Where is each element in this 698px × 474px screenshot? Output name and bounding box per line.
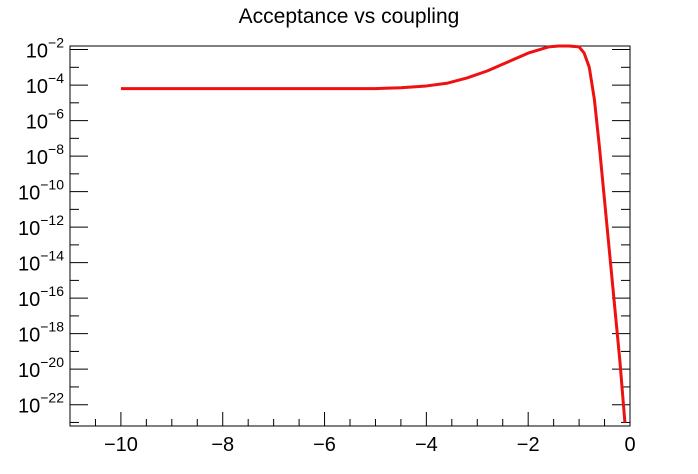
series-line <box>120 44 627 423</box>
y-tick-label: 10−18 <box>18 319 64 347</box>
y-tick-label: 10−8 <box>26 141 64 169</box>
x-tick-label: 0 <box>624 434 635 456</box>
plot-frame <box>69 45 631 427</box>
x-axis: −10 −8 −6 −4 −2 0 <box>69 412 636 456</box>
y-tick-label: 10−10 <box>18 177 64 205</box>
x-tick-label: −8 <box>211 434 234 456</box>
y-tick-label: 10−16 <box>18 283 64 311</box>
y-tick-label: 10−14 <box>18 248 64 276</box>
series-layer <box>120 44 627 423</box>
x-tick-label: −4 <box>415 434 438 456</box>
chart-title: Acceptance vs coupling <box>239 5 460 28</box>
x-tick-label: −6 <box>313 434 336 456</box>
x-tick-label: −2 <box>517 434 540 456</box>
y-tick-label: 10−6 <box>26 106 64 134</box>
x-tick-label: −10 <box>104 434 138 456</box>
y-tick-label: 10−2 <box>26 35 64 63</box>
y-tick-label: 10−22 <box>18 390 64 418</box>
y-axis: 10−2 10−4 10−6 10−8 10−10 10−12 10−14 10−16 10−1… <box>18 35 630 423</box>
y-tick-label: 10−12 <box>18 212 64 240</box>
y-tick-label: 10−4 <box>26 70 64 98</box>
y-tick-label: 10−20 <box>18 354 64 382</box>
